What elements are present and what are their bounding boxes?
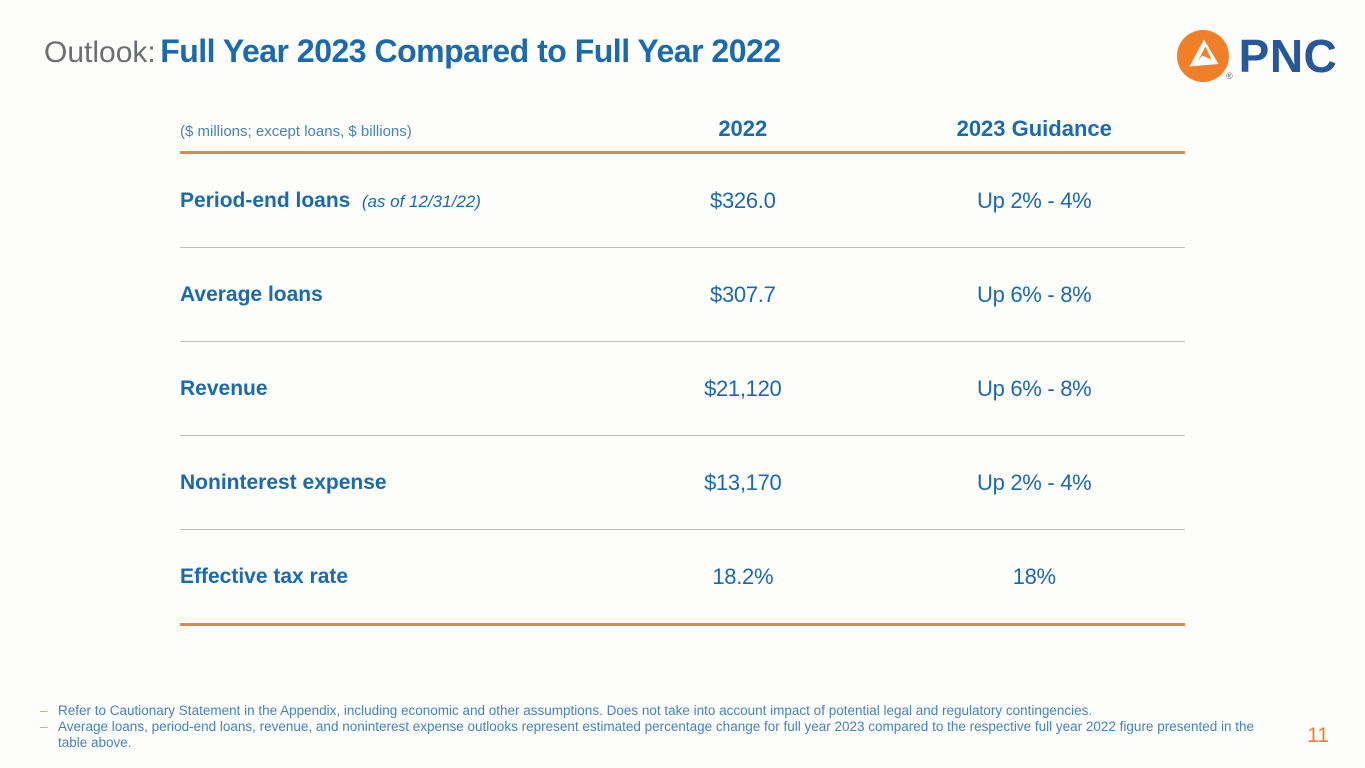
value-guidance: 18%	[1012, 563, 1056, 589]
value-guidance: Up 6% - 8%	[977, 281, 1092, 307]
table-row: Noninterest expense $13,170 Up 2% - 4%	[180, 436, 1185, 530]
value-2022: $307.7	[710, 281, 776, 307]
slide-title: Outlook: Full Year 2023 Compared to Full…	[44, 33, 781, 70]
row-label-cell: Revenue	[180, 377, 602, 401]
row-label-note: (as of 12/31/22)	[361, 191, 481, 211]
footnotes: – Refer to Cautionary Statement in the A…	[40, 703, 1255, 751]
page-number: 11	[1307, 724, 1329, 747]
registered-mark: ®	[1226, 71, 1233, 81]
row-label-cell: Effective tax rate	[180, 565, 602, 589]
table-header-row: ($ millions; except loans, $ billions) 2…	[180, 116, 1185, 154]
table-row: Effective tax rate 18.2% 18%	[180, 530, 1185, 626]
pnc-wordmark: PNC	[1238, 30, 1338, 82]
value-guidance: Up 2% - 4%	[977, 469, 1092, 495]
footnote-text: Average loans, period-end loans, revenue…	[58, 718, 1255, 750]
table-row: Revenue $21,120 Up 6% - 8%	[180, 342, 1185, 436]
pnc-logo: ® PNC	[1176, 29, 1337, 83]
column-header-2023-guidance: 2023 Guidance	[956, 116, 1112, 141]
slide-title-main: Full Year 2023 Compared to Full Year 202…	[160, 33, 781, 69]
footnote-dash: –	[40, 703, 48, 718]
footnote-dash: –	[40, 718, 48, 734]
value-2022: $21,120	[704, 375, 782, 401]
footnote-item: – Refer to Cautionary Statement in the A…	[40, 703, 1255, 719]
footnote-text: Refer to Cautionary Statement in the App…	[58, 703, 1093, 718]
value-2022: $326.0	[710, 187, 776, 213]
footnote-item: – Average loans, period-end loans, reven…	[40, 719, 1255, 751]
slide-title-prefix: Outlook:	[44, 36, 156, 69]
table-row: Period-end loans (as of 12/31/22) $326.0…	[180, 154, 1185, 248]
row-label: Period-end loans	[180, 188, 351, 212]
value-2022: 18.2%	[712, 563, 774, 589]
row-label: Revenue	[180, 376, 268, 400]
row-label: Average loans	[180, 282, 323, 306]
pnc-triangle-icon	[1176, 29, 1230, 83]
value-2022: $13,170	[704, 469, 782, 495]
column-header-2022: 2022	[718, 116, 768, 141]
row-label-cell: Period-end loans (as of 12/31/22)	[180, 189, 602, 213]
value-guidance: Up 2% - 4%	[977, 187, 1092, 213]
row-label-cell: Noninterest expense	[180, 471, 602, 495]
row-label-cell: Average loans	[180, 283, 602, 307]
unit-note: ($ millions; except loans, $ billions)	[180, 123, 412, 140]
value-guidance: Up 6% - 8%	[977, 375, 1092, 401]
row-label: Noninterest expense	[180, 470, 387, 494]
guidance-table: ($ millions; except loans, $ billions) 2…	[180, 116, 1185, 626]
row-label: Effective tax rate	[180, 564, 349, 588]
table-row: Average loans $307.7 Up 6% - 8%	[180, 248, 1185, 342]
